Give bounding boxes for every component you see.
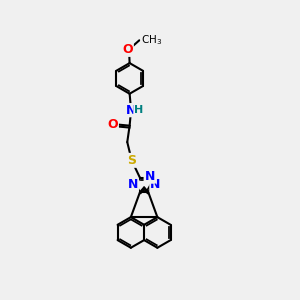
Text: H: H	[134, 105, 143, 115]
Text: O: O	[122, 43, 133, 56]
Text: N: N	[126, 104, 136, 117]
Text: S: S	[127, 154, 136, 167]
Text: N: N	[128, 178, 138, 191]
Text: O: O	[107, 118, 118, 131]
Text: CH$_3$: CH$_3$	[141, 33, 162, 47]
Text: N: N	[150, 178, 161, 191]
Text: N: N	[145, 170, 155, 183]
